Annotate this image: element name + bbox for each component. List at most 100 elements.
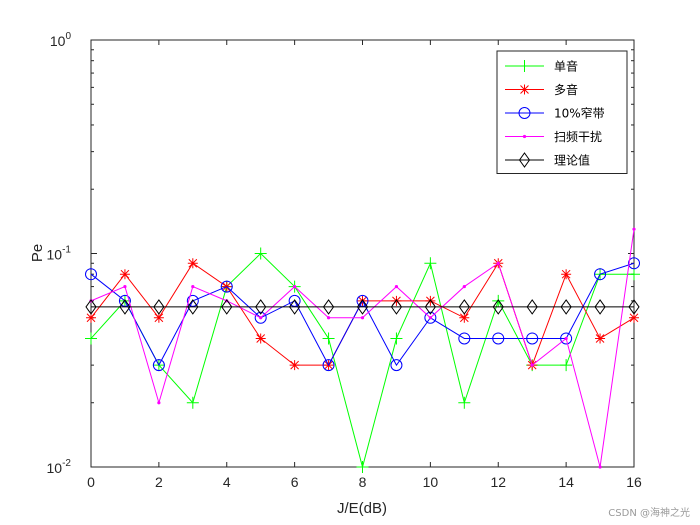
series-1-point <box>560 359 573 372</box>
series-1-point <box>492 294 505 307</box>
series-5-point <box>424 299 436 315</box>
y-tick-label-base: 10 <box>47 247 63 263</box>
series-4-point <box>123 284 127 289</box>
x-tick-label: 10 <box>423 474 439 490</box>
series-4-point <box>360 316 365 320</box>
series-4 <box>89 227 636 469</box>
series-2-point <box>119 269 130 280</box>
series-2-point <box>629 312 639 323</box>
series-4-point <box>632 227 636 231</box>
watermark-text: CSDN @海神之光 <box>608 506 690 519</box>
series-3-point <box>424 311 437 324</box>
series-3-line <box>90 262 635 367</box>
series-5-point <box>492 299 504 315</box>
y-tick-label-base: 10 <box>50 33 66 49</box>
series-5-point <box>356 299 369 315</box>
series-5-point <box>458 299 470 315</box>
series-5-point <box>628 299 640 315</box>
series-5-point <box>390 299 403 315</box>
series-2-point <box>86 312 96 323</box>
series-1-point <box>322 332 335 345</box>
series-3-point <box>288 294 301 307</box>
series-5 <box>85 299 640 315</box>
series-1-point <box>356 461 369 473</box>
series-5-point <box>153 299 165 315</box>
series-3-point <box>594 268 607 281</box>
series-2-point <box>425 295 436 306</box>
series-5-point <box>560 299 572 315</box>
series-3-point <box>526 332 539 345</box>
series-1-point <box>254 247 267 260</box>
x-axis-label: J/E(dB) <box>337 500 387 517</box>
series-4-point <box>462 284 466 289</box>
series-3-point <box>492 332 505 345</box>
series-4-point <box>598 465 602 469</box>
series-5-point <box>187 299 199 315</box>
series-4-point <box>394 284 399 289</box>
series-3-point <box>390 359 403 372</box>
series-5-point <box>255 299 267 315</box>
series-3-point <box>118 294 131 307</box>
series-5-point <box>526 299 538 315</box>
legend-label: 多音 <box>554 82 578 97</box>
series-3-point <box>186 294 199 307</box>
y-tick-label: 10-1 <box>47 245 72 263</box>
series-4-point <box>530 363 534 367</box>
series-2-point <box>255 333 266 344</box>
series-3-point <box>254 311 267 324</box>
legend-marker <box>518 60 531 72</box>
series-4-point <box>496 261 500 265</box>
series-5-point <box>85 299 97 315</box>
legend-label: 10%窄带 <box>554 106 605 121</box>
legend-marker <box>518 107 531 119</box>
series-2-point <box>391 295 402 306</box>
series-5-point <box>322 299 335 315</box>
x-tick-label: 8 <box>359 474 367 490</box>
series-4-point <box>191 284 195 289</box>
y-tick-label-exponent: -1 <box>62 245 71 256</box>
y-tick-label: 100 <box>50 31 72 49</box>
series-3-point <box>322 359 335 372</box>
y-axis-label: Pe <box>29 244 46 262</box>
series-1-point <box>628 268 640 281</box>
x-tick-label: 6 <box>291 474 299 490</box>
series-2-point <box>289 360 300 371</box>
y-tick-label-exponent: 0 <box>65 31 71 42</box>
series-2-point <box>595 333 606 344</box>
series-1-point <box>186 396 199 409</box>
series-2-point <box>459 312 470 323</box>
series-3-point <box>152 359 165 372</box>
series-4-point <box>157 401 161 405</box>
series-5-point <box>289 299 301 315</box>
legend-marker <box>522 134 527 139</box>
series-4-point <box>428 316 432 320</box>
y-tick-label-exponent: -2 <box>62 458 71 469</box>
series-1-point <box>458 396 471 409</box>
x-tick-label: 16 <box>626 474 642 490</box>
series-4-point <box>326 316 331 320</box>
series-1-point <box>390 332 403 345</box>
legend-label: 单音 <box>554 59 578 74</box>
x-tick-label: 12 <box>490 474 506 490</box>
legend-label: 理论值 <box>554 153 590 168</box>
series-4-point <box>293 284 297 289</box>
series-2-point <box>153 312 164 323</box>
series-2-point <box>187 258 198 269</box>
series-5-point <box>594 299 606 315</box>
series-5-point <box>119 299 131 315</box>
x-tick-label: 14 <box>558 474 574 490</box>
series-4-point <box>564 336 568 341</box>
series-2-point <box>561 269 572 280</box>
legend-marker <box>519 84 530 95</box>
series-3-point <box>458 332 471 345</box>
legend-marker <box>518 152 531 168</box>
legend-label: 扫频干扰 <box>554 130 602 144</box>
y-tick-label-base: 10 <box>47 460 63 476</box>
series-3-point <box>356 294 369 307</box>
series-3-point <box>220 280 233 293</box>
y-tick-label: 10-2 <box>47 458 72 476</box>
series-3 <box>85 257 640 372</box>
x-tick-label: 4 <box>223 474 231 490</box>
